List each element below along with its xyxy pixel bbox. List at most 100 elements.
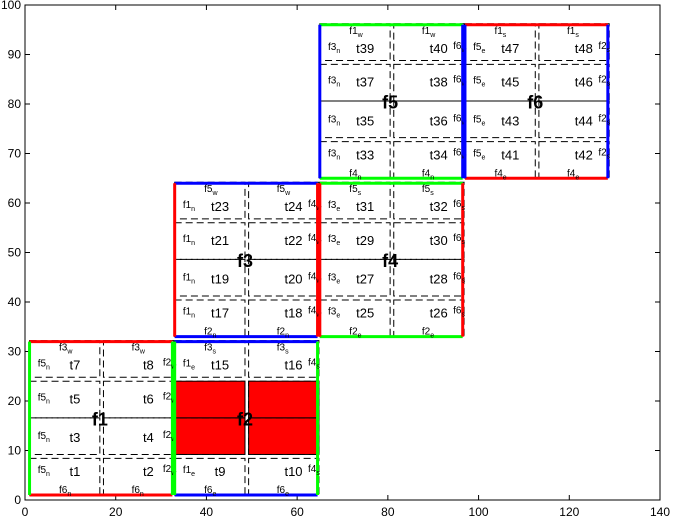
tile-label: t19: [211, 272, 229, 287]
y-tick-label: 90: [8, 48, 22, 62]
left-neighbor-label: f1n: [183, 234, 195, 247]
bottom-neighbor-label: f4e: [567, 168, 579, 181]
left-neighbor-label: f1n: [183, 200, 195, 213]
right-neighbor-label: f2s: [598, 41, 610, 54]
tile-label: t3: [69, 430, 80, 445]
top-neighbor-label: f3s: [277, 343, 289, 356]
bottom-neighbor-label: f4n: [422, 168, 434, 181]
y-tick-label: 50: [8, 246, 22, 260]
top-neighbor-label: f3w: [132, 343, 146, 356]
top-neighbor-label: f1s: [567, 26, 579, 39]
left-neighbor-label: f3n: [328, 76, 340, 89]
x-tick-label: 20: [109, 505, 123, 519]
tile-label: t44: [575, 113, 593, 128]
tile-label: t4: [143, 430, 154, 445]
tile-label: t17: [211, 306, 229, 321]
face-label: f4: [382, 251, 398, 271]
tile-label: t42: [575, 147, 593, 162]
right-neighbor-label: f4s: [308, 464, 320, 477]
top-neighbor-label: f1w: [422, 26, 436, 39]
tile-outline: [29, 457, 101, 496]
bottom-neighbor-label: f2n: [204, 327, 216, 340]
tile-outline: [464, 100, 536, 139]
face-label: f3: [237, 251, 253, 271]
tile-label: t43: [501, 113, 519, 128]
filled-tile: [174, 380, 246, 419]
right-neighbor-label: f2s: [598, 113, 610, 126]
bottom-neighbor-label: f4e: [494, 168, 506, 181]
y-tick-label: 20: [8, 394, 22, 408]
top-neighbor-label: f5w: [204, 184, 218, 197]
tile-label: t39: [356, 41, 374, 56]
left-neighbor-label: f3e: [328, 234, 340, 247]
bottom-neighbor-label: f2n: [277, 327, 289, 340]
tile-label: t23: [211, 199, 229, 214]
y-tick-label: 40: [8, 295, 22, 309]
x-tick-label: 120: [559, 505, 579, 519]
tile-label: t37: [356, 75, 374, 90]
tile-label: t16: [284, 358, 302, 373]
tile-label: t18: [284, 306, 302, 321]
left-neighbor-label: f3n: [328, 148, 340, 161]
tile-label: t45: [501, 75, 519, 90]
tile-outline: [174, 457, 246, 496]
right-neighbor-label: f6s: [453, 233, 465, 246]
left-neighbor-label: f3n: [328, 42, 340, 55]
tile-label: t35: [356, 113, 374, 128]
bottom-neighbor-label: f6e: [204, 485, 216, 498]
tile-outline: [319, 63, 391, 102]
tile-label: t48: [575, 41, 593, 56]
top-neighbor-label: f1w: [349, 26, 363, 39]
tile-label: t47: [501, 41, 519, 56]
filled-tile: [248, 380, 320, 419]
tile-label: t27: [356, 272, 374, 287]
tile-outline: [174, 258, 246, 297]
left-neighbor-label: f3e: [328, 200, 340, 213]
tile-label: t36: [430, 113, 448, 128]
tile-label: t10: [284, 464, 302, 479]
right-neighbor-label: f6s: [453, 306, 465, 319]
bottom-neighbor-label: f6e: [277, 485, 289, 498]
x-tick-label: 80: [381, 505, 395, 519]
top-neighbor-label: f3w: [59, 343, 73, 356]
face-label: f2: [237, 409, 253, 429]
tile-outline: [319, 141, 391, 179]
tile-label: t5: [69, 392, 80, 407]
y-tick-label: 80: [8, 97, 22, 111]
tile-label: t40: [430, 41, 448, 56]
left-neighbor-label: f3e: [328, 307, 340, 320]
y-tick-label: 70: [8, 147, 22, 161]
tile-outline: [29, 380, 101, 419]
axes-box: [24, 4, 661, 501]
face-f4: [318, 181, 465, 339]
tile-label: t25: [356, 306, 374, 321]
face-label: f6: [527, 93, 543, 113]
tile-outline: [319, 299, 391, 338]
right-neighbor-label: f2s: [598, 147, 610, 160]
left-neighbor-label: f5n: [38, 431, 50, 444]
face-label: f5: [382, 93, 398, 113]
tile-label: t33: [356, 147, 374, 162]
right-neighbor-label: f6s: [453, 199, 465, 212]
tile-label: t41: [501, 147, 519, 162]
tile-label: t22: [284, 233, 302, 248]
left-neighbor-label: f5e: [473, 42, 485, 55]
tile-outline: [464, 141, 536, 179]
tile-label: t46: [575, 75, 593, 90]
bottom-neighbor-label: f6n: [59, 485, 71, 498]
left-neighbor-label: f3n: [328, 114, 340, 127]
filled-tile: [248, 417, 320, 455]
tile-label: t1: [69, 464, 80, 479]
tile-label: t9: [215, 464, 226, 479]
tile-outline: [29, 417, 101, 455]
y-tick-label: 0: [14, 493, 21, 507]
face-label: f1: [92, 409, 108, 429]
tile-label: t30: [430, 233, 448, 248]
left-neighbor-label: f5e: [473, 76, 485, 89]
x-tick-label: 140: [650, 505, 670, 519]
left-neighbor-label: f5n: [38, 393, 50, 406]
top-neighbor-label: f5s: [422, 184, 434, 197]
tile-outline: [319, 258, 391, 297]
face-f6: [463, 23, 610, 180]
tile-label: t7: [69, 358, 80, 373]
